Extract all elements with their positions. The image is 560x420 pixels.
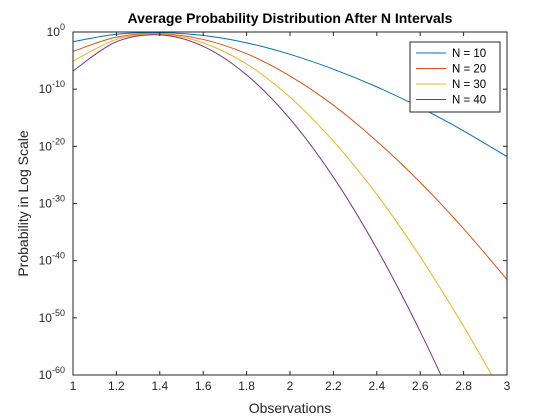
series-line-1 xyxy=(73,32,507,158)
x-tick-label: 2 xyxy=(287,379,294,393)
series-line-2 xyxy=(73,33,507,280)
chart-title: Average Probability Distribution After N… xyxy=(128,10,453,26)
x-tick-label: 2.6 xyxy=(412,379,429,393)
plot-frame xyxy=(72,31,508,376)
x-axis-label: Observations xyxy=(249,400,331,416)
x-tick-label: 2.8 xyxy=(455,379,472,393)
axis-ticks: 1 1.2 1.4 1.6 1.8 2 2.2 2.4 2.6 2.8 3 100 10-10 10-20… xyxy=(39,22,511,393)
y-tick-label: 10-20 xyxy=(39,136,65,153)
series-lines xyxy=(73,32,507,375)
x-tick-label: 1.2 xyxy=(108,379,125,393)
legend-entry: N = 10 xyxy=(452,48,486,60)
x-tick-label: 1.6 xyxy=(195,379,212,393)
legend-entry: N = 20 xyxy=(452,64,486,76)
x-tick-label: 3 xyxy=(504,379,511,393)
y-tick-label: 10-10 xyxy=(39,79,65,96)
x-tick-label: 1 xyxy=(70,379,77,393)
x-tick-label: 1.4 xyxy=(151,379,168,393)
x-tick-label: 2.2 xyxy=(325,379,342,393)
legend-box xyxy=(409,41,501,113)
y-tick-label: 10-30 xyxy=(39,194,65,211)
legend: N = 10 N = 20 N = 30 N = 40 xyxy=(409,41,501,113)
series-line-4 xyxy=(73,34,442,375)
legend-entry: N = 40 xyxy=(452,95,486,107)
y-axis-label: Probability in Log Scale xyxy=(15,130,31,277)
y-tick-label: 10-40 xyxy=(39,251,65,268)
y-tick-label: 100 xyxy=(47,22,65,39)
legend-entry: N = 30 xyxy=(452,79,486,91)
series-line-3 xyxy=(73,33,493,375)
x-tick-label: 2.4 xyxy=(368,379,385,393)
y-tick-label: 10-50 xyxy=(39,308,65,325)
y-tick-label: 10-60 xyxy=(39,365,65,382)
x-tick-label: 1.8 xyxy=(238,379,255,393)
